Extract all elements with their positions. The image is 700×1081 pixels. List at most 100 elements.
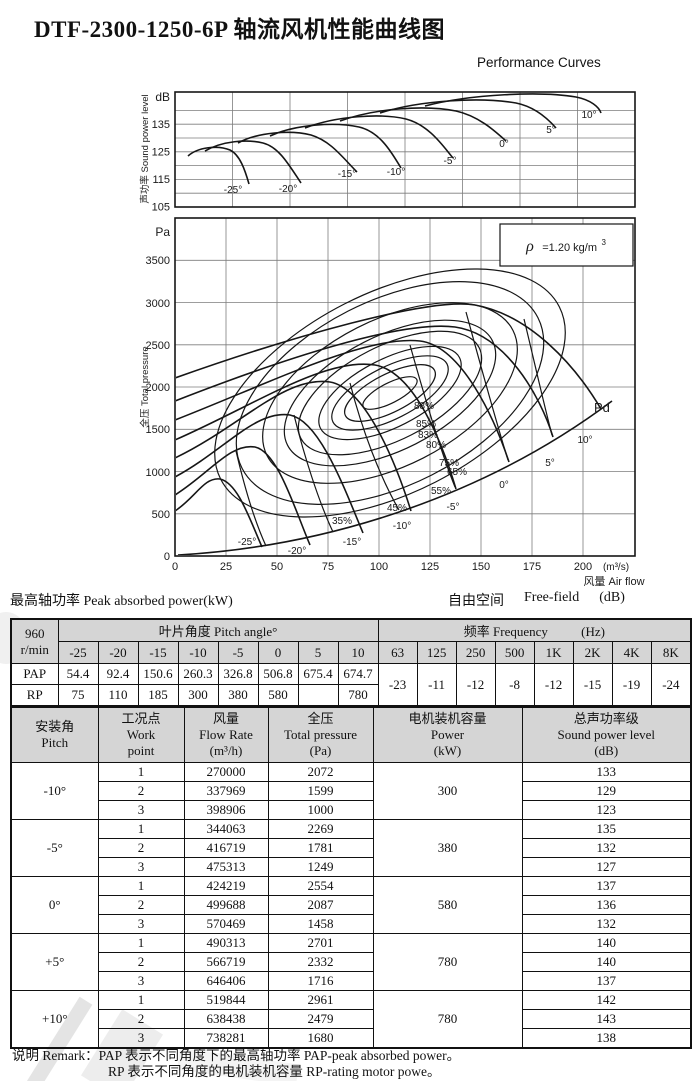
remark: 说明 Remark：PAP 表示不同角度下的最高轴功率 PAP-peak abs… xyxy=(12,1048,460,1080)
curve-label: -15° xyxy=(338,169,356,180)
pitch-cell: +10° xyxy=(10,990,99,1049)
y-tick-label: 2000 xyxy=(146,382,170,394)
work-point-cell: 3 xyxy=(97,914,185,934)
column-header-flow-rate: 风量 Flow Rate (m³/h) xyxy=(183,706,269,763)
rp-value: 780 xyxy=(337,684,379,707)
flow-cell: 738281 xyxy=(183,1028,269,1049)
angle-header: -5 xyxy=(217,641,259,664)
pressure-cell: 1716 xyxy=(267,971,374,991)
pap-value: 54.4 xyxy=(57,663,99,685)
peak-power-caption: 最高轴功率 Peak absorbed power(kW) xyxy=(10,594,233,609)
work-point-cell: 3 xyxy=(97,1028,185,1049)
pressure-cell: 2269 xyxy=(267,819,374,839)
freq-correction-value: -15 xyxy=(572,663,613,707)
table-row: 2 416719 1781 132 xyxy=(11,838,692,858)
curve-label: -25° xyxy=(224,185,242,196)
efficiency-label: 85% xyxy=(416,419,436,430)
pressure-cell: 1458 xyxy=(267,914,374,934)
pitch-cell: +5° xyxy=(10,933,99,991)
power-cell: 380 xyxy=(372,819,523,877)
work-point-cell: 1 xyxy=(97,990,185,1010)
pap-value: 506.8 xyxy=(257,663,299,685)
sound-cell: 137 xyxy=(521,876,692,896)
x-tick-label: 75 xyxy=(322,561,334,573)
pressure-cell: 1680 xyxy=(267,1028,374,1049)
pitch-angle-label: 5° xyxy=(545,458,555,469)
rp-value: 380 xyxy=(217,684,259,707)
curve-label: 10° xyxy=(581,110,596,121)
work-point-cell: 1 xyxy=(97,933,185,953)
density-note-box: ρ =1.20 kg/m 3 xyxy=(499,223,634,267)
table-row: 3 475313 1249 127 xyxy=(11,857,692,877)
freq-band-header: 500 xyxy=(494,641,535,664)
pitch-pressure-curves xyxy=(176,303,602,548)
free-field-caption: 自由空间 Free-field (dB) xyxy=(448,590,645,610)
column-header-total-pressure: 全压 Total pressure (Pa) xyxy=(267,706,374,763)
flow-cell: 499688 xyxy=(183,895,269,915)
pressure-cell: 2479 xyxy=(267,1009,374,1029)
freq-band-header: 250 xyxy=(455,641,496,664)
pitch-angle-label: -10° xyxy=(393,521,411,532)
curve-label: -20° xyxy=(279,184,297,195)
table-row: 3 646406 1716 137 xyxy=(11,971,692,991)
table-row: 3 738281 1680 138 xyxy=(11,1028,692,1049)
flow-cell: 570469 xyxy=(183,914,269,934)
work-point-cell: 2 xyxy=(97,895,185,915)
table-row: 0° 1 424219 2554 580 137 xyxy=(10,876,692,934)
remark-prefix: 说明 Remark： xyxy=(12,1048,99,1063)
pressure-flow-chart: 全压 Total pressure Pa 3500 3000 2500 2000… xyxy=(139,217,645,588)
table-row: +10° 1 519844 2961 780 142 xyxy=(10,990,692,1049)
x-axis-unit: (m³/s) xyxy=(603,562,629,573)
efficiency-label: 75% xyxy=(439,458,459,469)
angle-header: 5 xyxy=(297,641,339,664)
angle-header: -10 xyxy=(177,641,219,664)
x-tick-label: 100 xyxy=(370,561,388,573)
freq-correction-value: -11 xyxy=(416,663,457,707)
work-point-cell: 3 xyxy=(97,800,185,820)
flow-cell: 424219 xyxy=(183,876,269,896)
table-row: +5° 1 490313 2701 780 140 xyxy=(10,933,692,991)
remark-text-rp: RP 表示不同角度的电机装机容量 RP-rating motor powe。 xyxy=(108,1064,441,1079)
sound-cell: 123 xyxy=(521,800,692,820)
pap-value: 92.4 xyxy=(97,663,139,685)
rho-superscript: 3 xyxy=(601,238,606,247)
flow-cell: 566719 xyxy=(183,952,269,972)
rpm-unit: r/min xyxy=(20,641,49,657)
power-frequency-table: 960 r/min 叶片角度 Pitch angle° 频率 Frequency… xyxy=(10,618,693,707)
work-point-cell: 3 xyxy=(97,857,185,877)
curve-label: -10° xyxy=(387,167,405,178)
flow-cell: 519844 xyxy=(183,990,269,1010)
column-header-sound-power: 总声功率级 Sound power level (dB) xyxy=(521,706,692,763)
x-tick-label: 125 xyxy=(421,561,439,573)
table-row: -5° 1 344063 2269 380 135 xyxy=(10,819,692,877)
work-point-cell: 1 xyxy=(97,762,185,782)
pitch-cell: -5° xyxy=(10,819,99,877)
sound-cell: 132 xyxy=(521,838,692,858)
sound-cell: 143 xyxy=(521,1009,692,1029)
sound-cell: 132 xyxy=(521,914,692,934)
pap-row-label: PAP xyxy=(10,663,59,685)
work-point-cell: 2 xyxy=(97,781,185,801)
remark-text-pap: PAP 表示不同角度下的最高轴功率 PAP-peak absorbed powe… xyxy=(98,1048,461,1063)
work-point-cell: 1 xyxy=(97,819,185,839)
pitch-angle-label: -20° xyxy=(288,546,306,557)
work-point-cell: 2 xyxy=(97,838,185,858)
pitch-angle-label: 10° xyxy=(577,435,592,446)
freq-correction-value: -12 xyxy=(455,663,496,707)
freq-correction-value: -24 xyxy=(650,663,692,707)
freq-band-header: 8K xyxy=(650,641,692,664)
curve-label: 0° xyxy=(499,139,509,150)
y-tick-label: 3500 xyxy=(146,255,170,267)
freq-correction-value: -8 xyxy=(494,663,535,707)
pitch-angle-header: 叶片角度 Pitch angle° xyxy=(57,618,379,642)
table-row: 3 398906 1000 123 xyxy=(11,800,692,820)
flow-cell: 344063 xyxy=(183,819,269,839)
x-tick-label: 175 xyxy=(523,561,541,573)
sound-cell: 140 xyxy=(521,933,692,953)
work-point-cell: 3 xyxy=(97,971,185,991)
pap-value: 326.8 xyxy=(217,663,259,685)
power-cell: 300 xyxy=(372,762,523,820)
free-field-en: Free-field xyxy=(524,590,580,605)
angle-header: -20 xyxy=(97,641,139,664)
